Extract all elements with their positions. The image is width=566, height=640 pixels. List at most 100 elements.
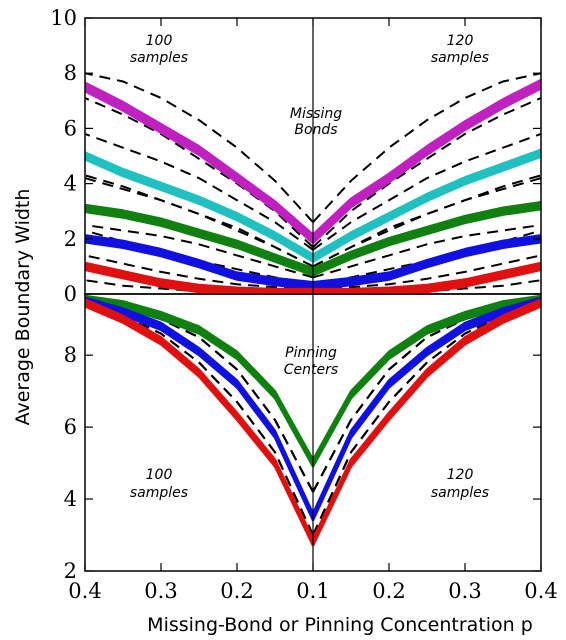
bottom-family2-left-line-5 xyxy=(85,303,314,522)
top-family3-left-line-4 xyxy=(85,209,314,275)
x-axis-label: Missing-Bond or Pinning Concentration p xyxy=(147,614,533,636)
bottom-annotation-left-1: 100 xyxy=(146,467,173,483)
annotations: MissingBonds100samples120samplesPinningC… xyxy=(130,33,489,501)
top-family1-left-line-4 xyxy=(85,88,314,242)
top-family4-left-line-1 xyxy=(85,234,314,284)
bottom-family1-left-line-3 xyxy=(85,298,314,464)
top-family1-right-line-3 xyxy=(312,83,541,240)
top-family5-right-line-1 xyxy=(313,261,541,291)
bottom-annotation-center-1: Pinning xyxy=(285,345,337,361)
top-family2-left-line-2 xyxy=(85,153,314,258)
y-axis-label: Average Boundary Width xyxy=(12,189,34,426)
bottom-annotation-center-2: Centers xyxy=(284,362,338,378)
top-family1-dashed-upper-right xyxy=(312,72,541,223)
top-family2-right-line-5 xyxy=(312,155,541,263)
bottom-family3-right-line-4 xyxy=(312,303,541,545)
top-annotation-right-1: 120 xyxy=(447,33,474,49)
bottom-family2-dashed-lower-right xyxy=(312,300,541,536)
top-ytick-label-8: 8 xyxy=(64,61,77,85)
xtick-label-6: 0.3 xyxy=(448,579,481,603)
top-family1-left-line-1 xyxy=(85,81,314,236)
top-family3-right-line-1 xyxy=(312,201,541,270)
top-family1-left-line-3 xyxy=(85,86,314,240)
top-annotation-right-2: samples xyxy=(431,50,489,66)
top-panel-marks xyxy=(85,72,541,294)
top-family4-dashed-lower-right xyxy=(312,254,541,290)
bottom-family1-left-line-2 xyxy=(85,296,314,462)
top-ytick-label-4: 4 xyxy=(64,172,77,196)
top-family1-right-line-4 xyxy=(312,85,541,242)
top-annotation-left-1: 100 xyxy=(146,33,173,49)
bottom-panel-marks xyxy=(85,294,541,547)
top-family2-right-line-1 xyxy=(312,148,541,256)
top-family5-right-line-4 xyxy=(313,267,541,294)
bottom-ytick-label-2: 2 xyxy=(64,559,77,583)
xtick-label-4: 0.1 xyxy=(296,579,329,603)
top-series-group xyxy=(85,72,541,294)
bottom-family3-left-line-5 xyxy=(85,305,314,547)
bottom-family3-right-line-3 xyxy=(312,301,541,543)
top-family4-right-line-3 xyxy=(312,237,541,287)
bottom-family1-left-line-4 xyxy=(85,300,314,466)
bottom-family2-right-line-4 xyxy=(312,301,541,520)
bottom-series-group xyxy=(85,294,541,547)
top-family2-left-line-3 xyxy=(85,154,314,260)
xtick-label-5: 0.2 xyxy=(372,579,405,603)
bottom-ytick-label-4: 4 xyxy=(64,487,77,511)
top-family1-right-line-1 xyxy=(312,78,541,236)
xtick-label-1: 0.4 xyxy=(68,579,101,603)
top-annotation-left-2: samples xyxy=(130,50,188,66)
top-family3-left-line-1 xyxy=(85,203,314,270)
top-family4-left-line-3 xyxy=(85,237,314,287)
bottom-annotation-right-1: 120 xyxy=(447,467,474,483)
bottom-family1-right-line-2 xyxy=(312,296,541,462)
top-family2-right-line-3 xyxy=(312,152,541,260)
bottom-family2-left-line-4 xyxy=(85,301,314,520)
top-family2-dashed-upper-left xyxy=(85,132,314,251)
top-family2-dashed-lower-left xyxy=(85,174,314,268)
top-family1-right-line-5 xyxy=(312,87,541,244)
xtick-label-2: 0.3 xyxy=(144,579,177,603)
bottom-ytick-label-8: 8 xyxy=(64,343,77,367)
top-family2-left-line-1 xyxy=(85,151,314,256)
top-family4-left-line-4 xyxy=(85,239,314,289)
bottom-family3-right-line-2 xyxy=(312,300,541,541)
bottom-family3-dashed-lower-left xyxy=(85,300,314,536)
bottom-family1-right-line-4 xyxy=(312,300,541,466)
top-family1-right-line-2 xyxy=(312,81,541,238)
bottom-family1-dashed-lower-right xyxy=(312,300,541,536)
bottom-family1-left-line-1 xyxy=(85,294,314,461)
top-family4-dashed-lower-left xyxy=(85,254,314,290)
bottom-family3-left-line-4 xyxy=(85,303,314,545)
top-family5-left-line-2 xyxy=(85,263,313,292)
top-family5-right-line-5 xyxy=(380,268,541,294)
bottom-annotation-right-2: samples xyxy=(431,485,489,501)
top-family4-left-line-2 xyxy=(85,235,314,285)
bottom-family2-right-line-5 xyxy=(312,303,541,522)
top-ytick-label-2: 2 xyxy=(64,227,77,251)
top-family4-right-line-2 xyxy=(312,235,541,285)
top-family3-right-line-3 xyxy=(312,204,541,273)
top-family2-left-line-4 xyxy=(85,156,314,261)
top-family5-right-line-3 xyxy=(313,265,541,294)
top-family3-dashed-upper-left xyxy=(85,177,314,268)
top-family3-left-line-5 xyxy=(85,210,314,277)
top-family3-right-line-4 xyxy=(312,206,541,275)
top-family2-dashed-upper-right xyxy=(312,132,541,251)
top-ytick-label-10: 10 xyxy=(50,6,77,30)
bottom-family3-left-line-3 xyxy=(85,301,314,543)
top-family3-dashed-upper-right xyxy=(312,177,541,268)
top-family5-left-line-3 xyxy=(85,265,313,294)
top-family3-right-line-5 xyxy=(312,208,541,277)
bottom-family1-right-line-3 xyxy=(312,298,541,464)
top-family4-right-line-4 xyxy=(312,239,541,289)
top-family3-left-line-3 xyxy=(85,207,314,273)
bottom-family3-right-line-1 xyxy=(312,298,541,540)
top-family2-right-line-2 xyxy=(312,150,541,258)
bottom-ytick-label-6: 6 xyxy=(64,415,77,439)
top-family1-left-line-2 xyxy=(85,83,314,238)
top-ytick-label-6: 6 xyxy=(64,116,77,140)
top-ytick-label-0: 0 xyxy=(64,282,77,306)
top-family1-left-line-5 xyxy=(85,90,314,245)
